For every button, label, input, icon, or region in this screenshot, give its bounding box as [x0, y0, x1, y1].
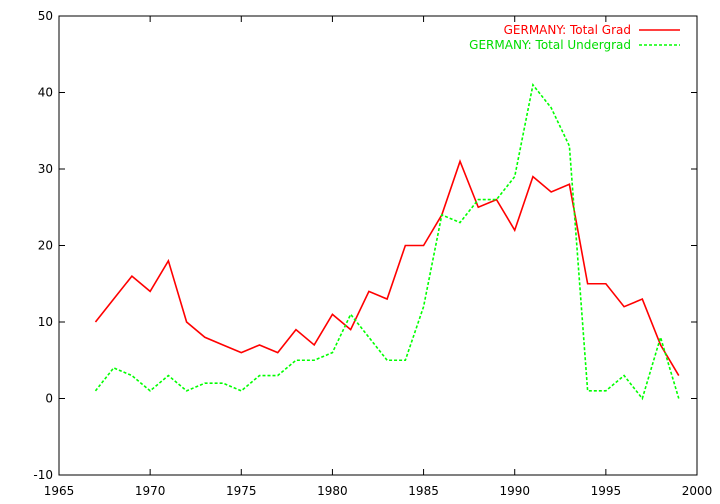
- y-tick-label: 50: [38, 9, 53, 23]
- x-tick-label: 1970: [135, 484, 166, 498]
- y-tick-label: 0: [45, 392, 53, 406]
- x-tick-label: 1975: [226, 484, 257, 498]
- x-tick-label: 1965: [44, 484, 75, 498]
- y-tick-label: 10: [38, 315, 53, 329]
- x-axis: 1965 1970 1975 1980 1985 1990 1995 2000: [44, 16, 713, 498]
- y-tick-label: -10: [33, 468, 53, 482]
- series-layer: [94, 82, 680, 401]
- y-tick-label: 20: [38, 239, 53, 253]
- legend-label-total-grad: GERMANY: Total Grad: [504, 23, 631, 37]
- legend-label-total-undergrad: GERMANY: Total Undergrad: [469, 38, 631, 52]
- y-tick-label: 30: [38, 162, 53, 176]
- x-tick-label: 1985: [408, 484, 439, 498]
- y-axis: -10 0 10 20 30 40 50: [33, 9, 697, 482]
- x-tick-label: 2000: [682, 484, 713, 498]
- x-tick-label: 1995: [591, 484, 622, 498]
- y-tick-label: 40: [38, 86, 53, 100]
- plot-frame: [58, 15, 698, 476]
- x-tick-label: 1980: [317, 484, 348, 498]
- series-line-total-grad: [94, 159, 680, 376]
- x-tick-label: 1990: [499, 484, 530, 498]
- legend: GERMANY: Total Grad GERMANY: Total Under…: [469, 23, 680, 52]
- series-line-total-undergrad: [94, 82, 680, 401]
